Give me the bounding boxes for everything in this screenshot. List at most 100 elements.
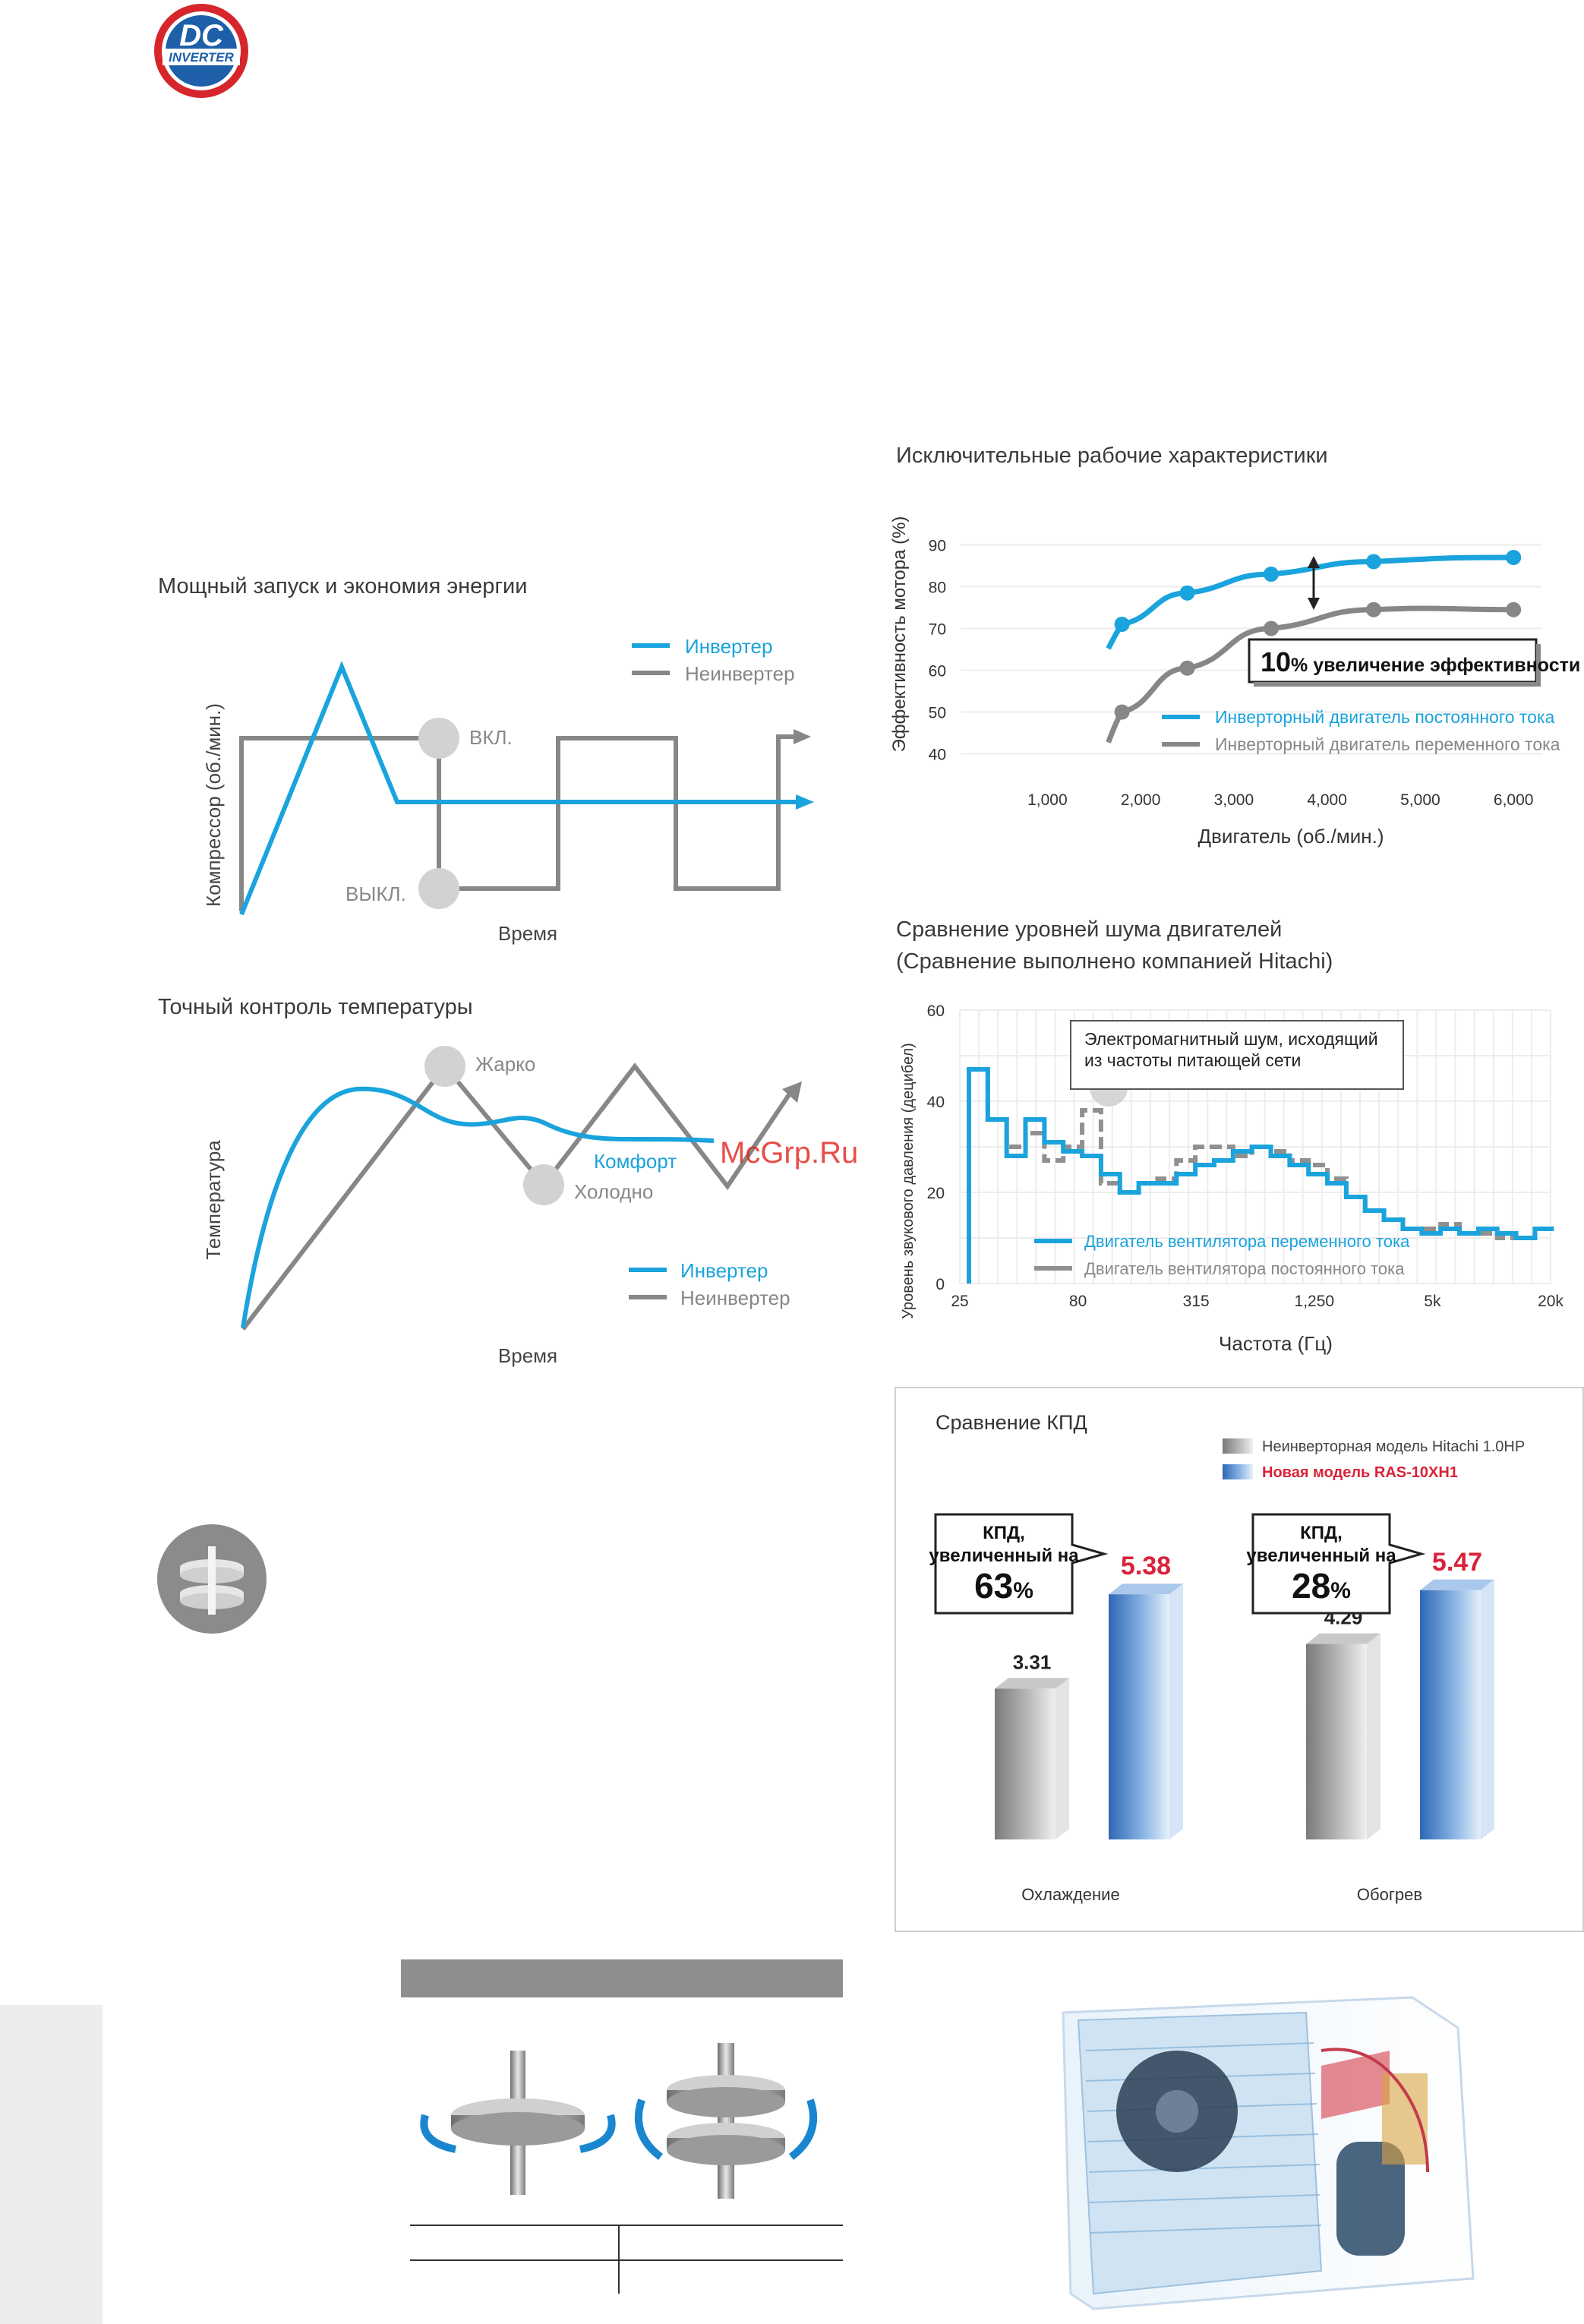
efficiency-legend-ac: Инверторный двигатель переменного тока <box>1215 734 1560 754</box>
kpd-bar-side <box>1367 1633 1380 1839</box>
efficiency-data-point <box>1179 660 1195 676</box>
noise-callout-box <box>1070 1020 1404 1090</box>
compressor-inverter-line <box>239 661 796 916</box>
noise-chart-subtitle: (Сравнение выполнено компанией Hitachi) <box>896 949 1333 974</box>
kpd-bar-top <box>1109 1584 1183 1595</box>
kpd-bar <box>1420 1590 1481 1839</box>
efficiency-data-point <box>1366 554 1382 570</box>
efficiency-data-point <box>1506 550 1522 565</box>
kpd-callout-heating-unit: % <box>1330 1578 1351 1603</box>
rotor-table-header <box>401 1959 843 1997</box>
compressor-chart-title: Мощный запуск и экономия энергии <box>158 574 528 598</box>
kpd-chart-title: Сравнение КПД <box>936 1411 1087 1434</box>
noise-chart: 0 20 40 60 25 80 315 1,250 5k 20k Электромагнитн… <box>900 1003 1563 1355</box>
efficiency-y-tick: 40 <box>929 747 946 764</box>
efficiency-chart-title: Исключительные рабочие характеристики <box>896 444 1328 468</box>
compressor-chart: ВКЛ. ВЫКЛ. Компрессор (об./мин.) Время И… <box>202 635 814 945</box>
off-marker <box>418 868 459 909</box>
single-rotor-icon <box>420 2051 616 2195</box>
kpd-category-cooling: Охлаждение <box>1021 1885 1119 1904</box>
compressor-xlabel: Время <box>498 922 557 945</box>
kpd-bar <box>1109 1594 1169 1839</box>
compressor-icon <box>1336 2142 1405 2256</box>
page-side-tab <box>0 2005 103 2324</box>
kpd-bar <box>1306 1644 1367 1839</box>
kpd-bar-top <box>995 1678 1069 1689</box>
efficiency-y-tick: 80 <box>929 579 946 597</box>
temperature-chart-title: Точный контроль температуры <box>158 995 473 1019</box>
noise-x-tick: 315 <box>1183 1293 1210 1310</box>
efficiency-y-tick: 90 <box>929 538 946 555</box>
compressor-non-inverter-arrow <box>794 729 811 744</box>
noise-xlabel: Частота (Гц) <box>1219 1332 1333 1355</box>
kpd-bar-top <box>1420 1579 1494 1590</box>
efficiency-y-tick: 70 <box>929 621 946 639</box>
rotor-illustrations <box>410 2043 843 2294</box>
efficiency-data-point <box>1506 602 1522 617</box>
compressor-inverter-arrow <box>796 794 814 810</box>
temperature-xlabel: Время <box>498 1344 557 1367</box>
temperature-chart: Жарко Комфорт Холодно Температура Время … <box>202 1046 802 1367</box>
compressor-non-inverter-line <box>239 734 794 911</box>
kpd-callout-heating-line1: КПД, <box>1300 1523 1343 1543</box>
noise-x-tick: 25 <box>951 1293 968 1310</box>
kpd-bar-top <box>1306 1633 1380 1644</box>
kpd-bar-value: 5.47 <box>1432 1548 1482 1577</box>
noise-callout-text: Электромагнитный шум, исходящий из часто… <box>1084 1029 1378 1070</box>
kpd-bar-side <box>1481 1579 1494 1839</box>
on-label: ВКЛ. <box>469 726 513 749</box>
kpd-legend-old: Неинверторная модель Hitachi 1.0HP <box>1262 1438 1525 1455</box>
efficiency-data-point <box>1114 704 1130 720</box>
noise-chart-title: Сравнение уровней шума двигателей <box>896 917 1283 942</box>
svg-text:10% увеличение эффективности: 10% увеличение эффективности <box>1261 646 1579 677</box>
efficiency-data-point <box>1366 602 1382 617</box>
noise-x-tick: 20k <box>1538 1293 1563 1310</box>
efficiency-xlabel: Двигатель (об./мин.) <box>1198 825 1384 848</box>
hot-label: Жарко <box>475 1053 535 1075</box>
efficiency-x-tick: 5,000 <box>1400 791 1440 809</box>
efficiency-chart: 40 50 60 70 80 90 1,000 2,000 3,000 4,000 5,000 6,… <box>889 516 1579 848</box>
noise-legend-ac: Двигатель вентилятора переменного тока <box>1084 1232 1410 1251</box>
svg-text:28%: 28% <box>1292 1566 1351 1606</box>
kpd-legend-new: Новая модель RAS-10XH1 <box>1262 1464 1458 1481</box>
compressor-ylabel: Компрессор (об./мин.) <box>202 703 225 907</box>
noise-ylabel: Уровень звукового давления (децибел) <box>900 1043 917 1319</box>
temperature-inverter-line <box>241 1086 715 1328</box>
noise-x-tick: 1,250 <box>1295 1293 1335 1310</box>
logo-line1: DC <box>179 19 224 52</box>
noise-x-tick: 80 <box>1069 1293 1087 1310</box>
hot-marker <box>424 1046 465 1087</box>
efficiency-data-point <box>1264 567 1279 582</box>
temperature-non-inverter-line <box>241 1063 792 1331</box>
efficiency-annotation-text: % увеличение эффективности <box>1291 655 1579 676</box>
kpd-bar-value: 3.31 <box>1013 1650 1052 1673</box>
noise-legend-dc: Двигатель вентилятора постоянного тока <box>1084 1259 1405 1278</box>
efficiency-y-tick: 60 <box>929 663 946 680</box>
kpd-legend-blue-swatch <box>1223 1464 1253 1479</box>
kpd-bar-value: 5.38 <box>1121 1552 1171 1580</box>
noise-x-tick: 5k <box>1424 1293 1441 1310</box>
noise-y-tick: 0 <box>936 1276 945 1293</box>
efficiency-x-tick: 3,000 <box>1214 791 1254 809</box>
off-label: ВЫКЛ. <box>346 883 406 905</box>
efficiency-data-point <box>1114 617 1130 632</box>
efficiency-ylabel: Эффективность мотора (%) <box>889 516 910 753</box>
efficiency-y-tick: 50 <box>929 705 946 722</box>
noise-y-tick: 20 <box>927 1185 945 1202</box>
comfort-label: Комфорт <box>594 1150 677 1173</box>
noise-y-tick: 60 <box>927 1003 945 1020</box>
kpd-legend-gray-swatch <box>1223 1438 1253 1454</box>
compressor-legend-inverter: Инвертер <box>685 635 772 658</box>
efficiency-annotation-big: 10 <box>1261 646 1291 677</box>
watermark: McGrp.Ru <box>720 1136 859 1170</box>
cold-marker <box>523 1164 564 1205</box>
compressor-legend-non-inverter: Неинвертер <box>685 662 795 685</box>
kpd-bar-side <box>1055 1678 1069 1839</box>
noise-ac-fan-line <box>967 1067 1554 1284</box>
efficiency-legend-dc: Инверторный двигатель постоянного тока <box>1215 707 1555 727</box>
kpd-callout-cooling-line1: КПД, <box>983 1523 1025 1543</box>
efficiency-data-point <box>1179 585 1195 601</box>
logo-line2: INVERTER <box>169 50 234 65</box>
efficiency-data-point <box>1264 620 1279 636</box>
temperature-non-inverter-arrow <box>782 1081 802 1103</box>
